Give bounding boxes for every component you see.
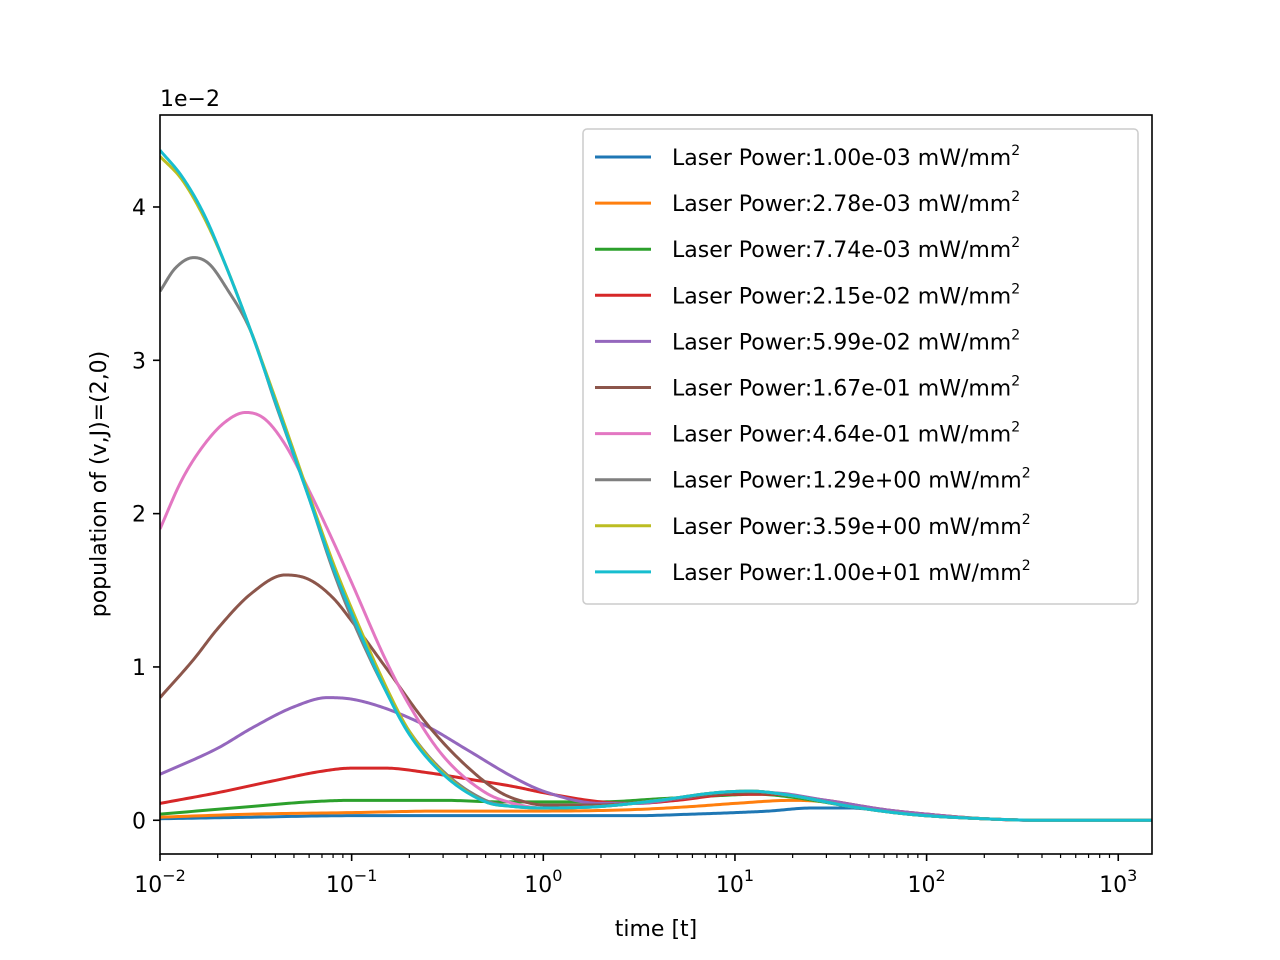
y-tick-label: 3 xyxy=(132,349,146,374)
y-offset-text: 1e−2 xyxy=(160,87,220,112)
x-tick-label: 10−2 xyxy=(134,866,186,898)
series-line-10 xyxy=(160,149,1152,822)
x-axis: 10−2 10−1 100 101 102 103 xyxy=(134,854,1137,898)
legend-entry: Laser Power:1.00e-03 mW/mm2 xyxy=(672,143,1020,171)
x-tick-label: 103 xyxy=(1099,866,1137,898)
legend-entry: Laser Power:2.15e-02 mW/mm2 xyxy=(672,281,1020,309)
y-tick-label: 2 xyxy=(132,503,146,528)
legend: Laser Power:1.00e-03 mW/mm2 Laser Power:2… xyxy=(582,128,1139,605)
legend-entry: Laser Power:1.67e-01 mW/mm2 xyxy=(672,374,1020,402)
x-tick-label: 10−1 xyxy=(326,866,378,898)
y-axis: 0 1 2 3 4 xyxy=(132,196,160,834)
x-tick-label: 100 xyxy=(524,866,562,898)
x-tick-label: 102 xyxy=(908,866,946,898)
series-line-5 xyxy=(160,696,1152,822)
legend-entry: Laser Power:3.59e+00 mW/mm2 xyxy=(672,512,1031,540)
legend-entry: Laser Power:4.64e-01 mW/mm2 xyxy=(672,420,1020,448)
legend-box xyxy=(582,128,1139,605)
legend-entry: Laser Power:7.74e-03 mW/mm2 xyxy=(672,235,1020,263)
x-axis-label: time [t] xyxy=(615,917,698,942)
y-axis-label: population of (v,J)=(2,0) xyxy=(87,351,112,618)
legend-entry: Laser Power:5.99e-02 mW/mm2 xyxy=(672,327,1020,355)
x-tick-label: 101 xyxy=(716,866,754,898)
legend-entry: Laser Power:1.29e+00 mW/mm2 xyxy=(672,466,1031,494)
y-tick-label: 1 xyxy=(132,656,146,681)
plot-frame xyxy=(159,114,1153,855)
series-group xyxy=(160,149,1152,822)
legend-entry: Laser Power:1.00e+01 mW/mm2 xyxy=(672,558,1031,586)
y-tick-label: 4 xyxy=(132,196,146,221)
legend-entry: Laser Power:2.78e-03 mW/mm2 xyxy=(672,189,1020,217)
y-tick-label: 0 xyxy=(132,809,146,834)
